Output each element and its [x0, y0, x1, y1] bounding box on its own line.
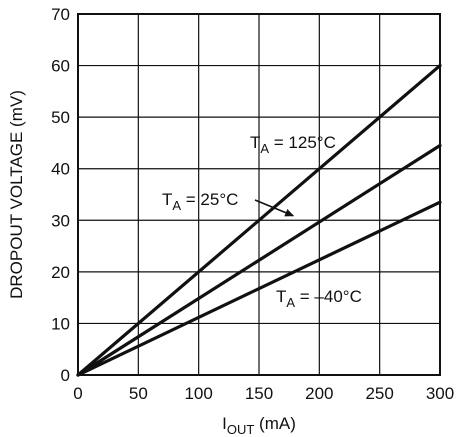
series-annotations: TA = 125°CTA = 25°CTA = –40°C — [162, 133, 362, 310]
series-group — [76, 63, 442, 377]
annotation-rest: = –40°C — [295, 287, 362, 306]
annotation-main: T — [276, 287, 286, 306]
series-line-2 — [76, 200, 442, 377]
plot-frame — [77, 13, 441, 376]
y-tick-label: 10 — [51, 314, 70, 333]
annotation-main: T — [162, 190, 172, 209]
series-line-1 — [76, 143, 442, 377]
x-axis-title-sub: OUT — [227, 422, 255, 437]
annotation-sub: A — [286, 295, 295, 310]
annotation-rest: = 125°C — [269, 133, 336, 152]
annotation-sub: A — [172, 198, 181, 213]
x-tick-label: 100 — [184, 384, 212, 403]
x-tick-label: 200 — [305, 384, 333, 403]
x-tick-label: 300 — [426, 384, 454, 403]
y-tick-label: 40 — [51, 160, 70, 179]
x-tick-label: 150 — [245, 384, 273, 403]
y-tick-label: 30 — [51, 211, 70, 230]
grid-lines — [77, 13, 441, 376]
series-annotation-2: TA = –40°C — [276, 287, 362, 310]
y-tick-label: 70 — [51, 5, 70, 24]
series-line-0 — [76, 63, 442, 377]
x-axis-title: IOUT (mA) — [222, 414, 296, 437]
annotation-main: T — [250, 133, 260, 152]
x-axis-title-unit: (mA) — [254, 414, 296, 433]
x-tick-label: 0 — [73, 384, 82, 403]
x-axis-title-main: I — [222, 414, 227, 433]
x-tick-label: 50 — [129, 384, 148, 403]
y-tick-label: 50 — [51, 108, 70, 127]
series-annotation-0: TA = 125°C — [250, 133, 336, 156]
y-axis-title: DROPOUT VOLTAGE (mV) — [7, 90, 26, 299]
annotation-rest: = 25°C — [181, 190, 238, 209]
x-tick-label: 250 — [365, 384, 393, 403]
y-tick-label: 0 — [61, 366, 70, 385]
y-tick-label: 20 — [51, 263, 70, 282]
tick-labels: 0 50 100 150 200 250 300 0 10 20 30 40 50 60 70 — [51, 5, 454, 403]
annotation-sub: A — [260, 141, 269, 156]
annotation-arrow — [254, 199, 295, 217]
y-tick-label: 60 — [51, 57, 70, 76]
series-annotation-1: TA = 25°C — [162, 190, 238, 213]
